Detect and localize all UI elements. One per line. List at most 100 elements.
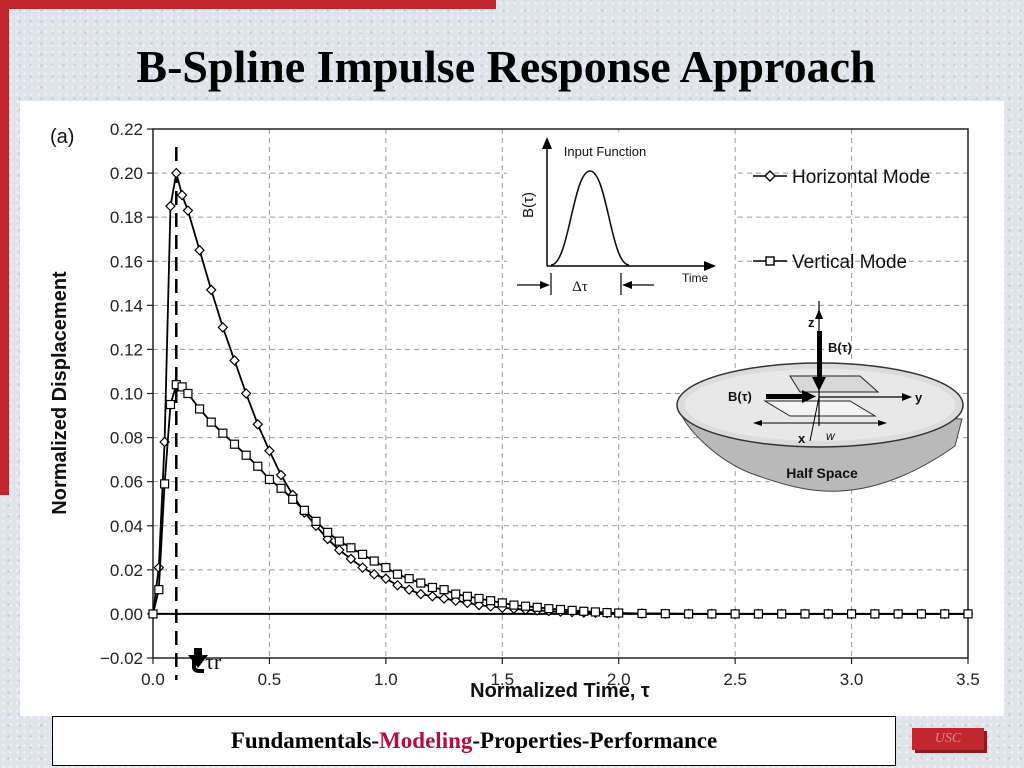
vertical-mode-point — [474, 593, 484, 604]
footer-part-fundamentals: Fundamentals- — [230, 728, 380, 753]
horizontal-mode-point — [357, 562, 368, 573]
vertical-mode-point — [555, 604, 566, 615]
y-tick-label: 0.14 — [110, 296, 143, 315]
vertical-mode-point — [660, 609, 670, 619]
y-tick-label: 0.06 — [110, 473, 143, 492]
y-tick-label: 0.22 — [110, 120, 143, 139]
horizontal-mode-point — [403, 584, 415, 596]
horizontal-mode-point — [153, 562, 165, 573]
vertical-mode-point — [544, 604, 554, 614]
tau-r-arrow-icon — [188, 648, 208, 668]
vertical-mode-point — [194, 404, 205, 414]
vertical-mode-point — [323, 527, 333, 537]
vertical-mode-point — [602, 607, 612, 618]
horizontal-load-label: B(τ) — [728, 389, 752, 404]
vertical-mode-point — [800, 609, 810, 619]
x-tick-label: 2.0 — [607, 670, 631, 689]
legend-label-vertical: Vertical Mode — [792, 252, 907, 273]
vertical-mode-point — [311, 516, 321, 526]
footer-part-rest: -Properties-Performance — [472, 728, 718, 753]
y-tick-label: 0.04 — [110, 517, 143, 536]
x-tick-label: 0.5 — [258, 670, 282, 689]
y-tick-label: 0.00 — [110, 605, 143, 624]
horizontal-mode-point — [170, 167, 182, 179]
vertical-mode-point — [963, 609, 973, 619]
x-tick-label: 0.0 — [141, 670, 165, 689]
width-label: w — [826, 429, 836, 443]
half-space-label: Half Space — [786, 465, 858, 481]
x-tick-label: 1.0 — [374, 670, 398, 689]
footer-navigation-bar: Fundamentals- Modeling -Properties-Perform… — [52, 716, 896, 766]
vertical-mode-point — [183, 388, 193, 399]
vertical-mode-point — [264, 474, 275, 485]
vertical-mode-point — [846, 609, 857, 619]
horizontal-mode-point — [333, 544, 345, 556]
axis-x-label: x — [798, 431, 806, 446]
horizontal-mode-point — [176, 189, 188, 201]
vertical-mode-point — [532, 602, 542, 612]
vertical-mode-point — [381, 563, 391, 573]
x-axis-label: Normalized Time, τ — [470, 680, 650, 702]
input-function-title: Input Function — [564, 144, 646, 159]
input-function-xlabel: Time — [682, 271, 709, 285]
vertical-mode-point — [357, 549, 368, 560]
tau-r-marker: τr — [188, 648, 222, 674]
vertical-mode-point — [823, 609, 833, 619]
y-tick-label: 0.16 — [110, 252, 143, 271]
vertical-mode-point — [451, 589, 461, 599]
axis-y-label: y — [915, 390, 923, 405]
horizontal-mode-point — [217, 322, 229, 333]
axis-z-label: z — [808, 315, 815, 330]
vertical-mode-point — [299, 505, 309, 515]
vertical-mode-point — [940, 609, 950, 619]
vertical-mode-point — [777, 609, 787, 619]
vertical-mode-point — [288, 494, 298, 504]
vertical-mode-point — [165, 399, 176, 410]
usc-badge: USC — [912, 728, 984, 750]
vertical-mode-point — [462, 591, 472, 601]
horizontal-mode-point — [252, 419, 264, 430]
vertical-mode-point — [404, 574, 414, 584]
vertical-mode-point — [148, 609, 158, 619]
horizontal-mode-point — [264, 445, 275, 457]
y-tick-label: 0.08 — [110, 429, 143, 448]
horizontal-mode-point — [194, 244, 205, 256]
y-axis-label: Normalized Displacement — [49, 271, 71, 515]
input-function-width-label: Δτ — [572, 279, 588, 295]
vertical-mode-point — [486, 596, 496, 606]
horizontal-mode-point — [229, 355, 240, 366]
vertical-mode-point — [427, 582, 438, 593]
horizontal-mode-point — [345, 553, 357, 565]
vertical-mode-point — [229, 439, 240, 449]
horizontal-mode-point — [392, 579, 403, 591]
slide-title: B-Spline Impulse Response Approach — [136, 41, 876, 92]
legend-square-marker — [765, 256, 775, 266]
horizontal-mode-point — [240, 388, 252, 399]
legend-diamond-marker — [764, 170, 776, 182]
vertical-mode-point — [334, 536, 344, 546]
vertical-mode-point — [614, 608, 624, 618]
figure-panel: 0.0 0.5 1.0 1.5 2.0 2.5 3.0 3.5 −0.02 0.00 0.02 0.0… — [20, 101, 1004, 716]
vertical-mode-point — [439, 585, 449, 595]
vertical-mode-point — [567, 605, 577, 615]
vertical-mode-point — [177, 382, 187, 392]
vertical-mode-point — [392, 569, 403, 579]
input-pulse-curve — [550, 170, 630, 266]
displacement-chart: 0.0 0.5 1.0 1.5 2.0 2.5 3.0 3.5 −0.02 0.00 0.02 0.0… — [49, 120, 980, 702]
vertical-mode-point — [753, 609, 764, 619]
x-tick-label: 1.5 — [490, 670, 514, 689]
vertical-mode-point — [637, 608, 647, 619]
input-function-ylabel: B(τ) — [520, 192, 537, 218]
input-function-inset: Input Function B(τ) Time Δτ — [507, 132, 734, 305]
vertical-mode-point — [509, 600, 519, 610]
vertical-mode-point — [730, 609, 740, 619]
x-tick-label: 3.5 — [956, 670, 980, 689]
top-accent-bar — [0, 0, 496, 9]
vertical-mode-point — [253, 461, 263, 471]
vertical-mode-point — [416, 578, 426, 588]
vertical-mode-point — [206, 417, 216, 427]
left-accent-bar — [0, 0, 9, 495]
y-tick-label: 0.20 — [110, 164, 143, 183]
vertical-mode-point — [276, 483, 286, 493]
vertical-mode-point — [369, 556, 379, 566]
